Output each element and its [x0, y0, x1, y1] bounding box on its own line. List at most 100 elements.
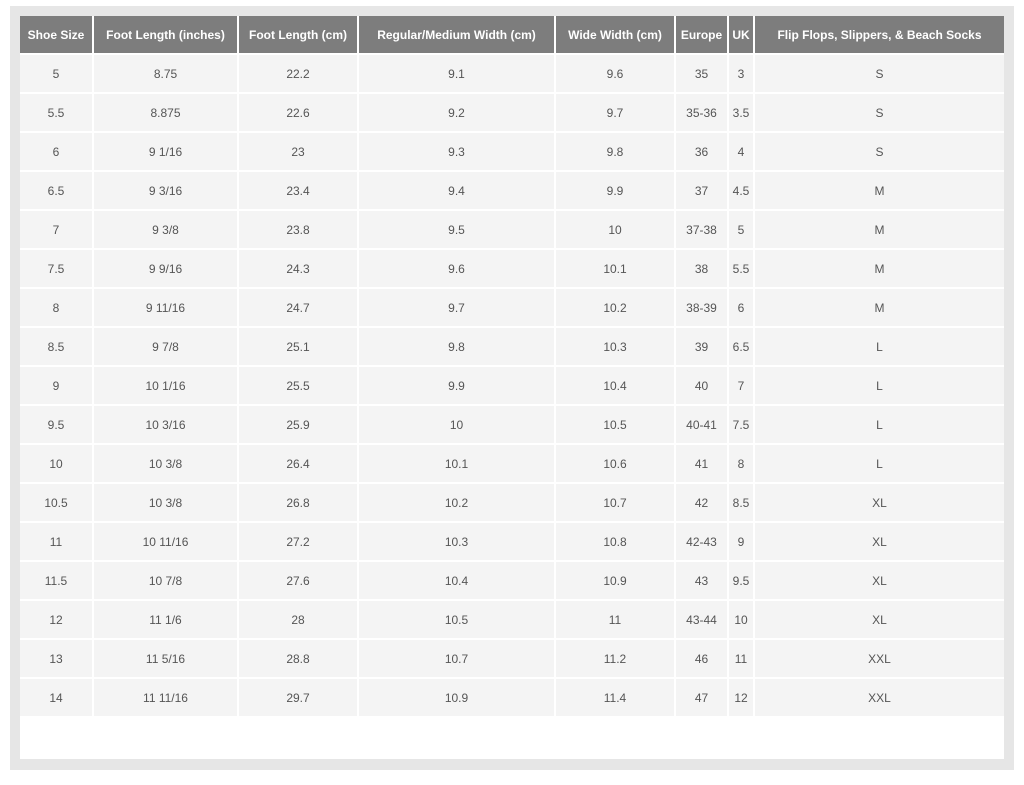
cell-flip-flops-size: XL: [755, 523, 1004, 560]
cell-europe: 41: [676, 445, 727, 482]
cell-regular-width-cm: 10.7: [359, 640, 554, 677]
cell-flip-flops-size: M: [755, 250, 1004, 287]
cell-flip-flops-size: S: [755, 133, 1004, 170]
cell-regular-width-cm: 10.5: [359, 601, 554, 638]
cell-foot-length-inches: 9 7/8: [94, 328, 237, 365]
cell-europe: 40-41: [676, 406, 727, 443]
cell-regular-width-cm: 10.4: [359, 562, 554, 599]
cell-uk: 7: [729, 367, 753, 404]
cell-flip-flops-size: S: [755, 94, 1004, 131]
cell-europe: 38: [676, 250, 727, 287]
cell-wide-width-cm: 10.6: [556, 445, 674, 482]
cell-foot-length-inches: 10 3/16: [94, 406, 237, 443]
cell-foot-length-inches: 9 9/16: [94, 250, 237, 287]
cell-foot-length-cm: 24.3: [239, 250, 357, 287]
column-header-flip-flops-size: Flip Flops, Slippers, & Beach Socks: [755, 16, 1004, 53]
cell-wide-width-cm: 9.8: [556, 133, 674, 170]
cell-flip-flops-size: S: [755, 55, 1004, 92]
cell-foot-length-cm: 25.9: [239, 406, 357, 443]
cell-europe: 37-38: [676, 211, 727, 248]
cell-wide-width-cm: 10.2: [556, 289, 674, 326]
cell-regular-width-cm: 9.5: [359, 211, 554, 248]
cell-europe: 35-36: [676, 94, 727, 131]
cell-europe: 43: [676, 562, 727, 599]
cell-foot-length-cm: 28: [239, 601, 357, 638]
cell-foot-length-cm: 22.6: [239, 94, 357, 131]
cell-foot-length-cm: 24.7: [239, 289, 357, 326]
cell-foot-length-inches: 10 11/16: [94, 523, 237, 560]
table-row: 11.5 10 7/8 27.6 10.4 10.9 43 9.5 XL: [20, 562, 1004, 599]
cell-uk: 4: [729, 133, 753, 170]
cell-wide-width-cm: 9.6: [556, 55, 674, 92]
cell-uk: 11: [729, 640, 753, 677]
cell-foot-length-inches: 9 3/8: [94, 211, 237, 248]
cell-shoe-size: 5: [20, 55, 92, 92]
cell-regular-width-cm: 9.4: [359, 172, 554, 209]
cell-foot-length-cm: 25.5: [239, 367, 357, 404]
cell-foot-length-inches: 10 1/16: [94, 367, 237, 404]
column-header-europe: Europe: [676, 16, 727, 53]
cell-uk: 9: [729, 523, 753, 560]
cell-shoe-size: 11.5: [20, 562, 92, 599]
cell-shoe-size: 12: [20, 601, 92, 638]
cell-flip-flops-size: XXL: [755, 640, 1004, 677]
cell-uk: 9.5: [729, 562, 753, 599]
cell-uk: 8.5: [729, 484, 753, 521]
table-row: 9 10 1/16 25.5 9.9 10.4 40 7 L: [20, 367, 1004, 404]
cell-uk: 10: [729, 601, 753, 638]
cell-foot-length-inches: 10 3/8: [94, 445, 237, 482]
cell-regular-width-cm: 9.8: [359, 328, 554, 365]
cell-foot-length-cm: 22.2: [239, 55, 357, 92]
cell-flip-flops-size: L: [755, 406, 1004, 443]
cell-flip-flops-size: M: [755, 172, 1004, 209]
cell-wide-width-cm: 10.8: [556, 523, 674, 560]
cell-wide-width-cm: 10.5: [556, 406, 674, 443]
cell-foot-length-inches: 10 3/8: [94, 484, 237, 521]
cell-wide-width-cm: 11.2: [556, 640, 674, 677]
cell-foot-length-inches: 9 1/16: [94, 133, 237, 170]
cell-europe: 46: [676, 640, 727, 677]
cell-europe: 42-43: [676, 523, 727, 560]
cell-uk: 3: [729, 55, 753, 92]
cell-regular-width-cm: 10: [359, 406, 554, 443]
cell-shoe-size: 5.5: [20, 94, 92, 131]
table-row: 13 11 5/16 28.8 10.7 11.2 46 11 XXL: [20, 640, 1004, 677]
cell-flip-flops-size: XL: [755, 601, 1004, 638]
cell-uk: 3.5: [729, 94, 753, 131]
cell-regular-width-cm: 9.3: [359, 133, 554, 170]
cell-shoe-size: 8.5: [20, 328, 92, 365]
cell-shoe-size: 6: [20, 133, 92, 170]
cell-uk: 5.5: [729, 250, 753, 287]
cell-foot-length-cm: 28.8: [239, 640, 357, 677]
cell-foot-length-cm: 26.4: [239, 445, 357, 482]
cell-shoe-size: 8: [20, 289, 92, 326]
cell-flip-flops-size: L: [755, 328, 1004, 365]
cell-foot-length-cm: 23.8: [239, 211, 357, 248]
table-row: 12 11 1/6 28 10.5 11 43-44 10 XL: [20, 601, 1004, 638]
cell-uk: 12: [729, 679, 753, 716]
column-header-shoe-size: Shoe Size: [20, 16, 92, 53]
cell-wide-width-cm: 10.9: [556, 562, 674, 599]
table-row: 11 10 11/16 27.2 10.3 10.8 42-43 9 XL: [20, 523, 1004, 560]
cell-uk: 6: [729, 289, 753, 326]
column-header-foot-length-inches: Foot Length (inches): [94, 16, 237, 53]
cell-foot-length-cm: 25.1: [239, 328, 357, 365]
cell-flip-flops-size: L: [755, 445, 1004, 482]
cell-foot-length-cm: 29.7: [239, 679, 357, 716]
cell-foot-length-cm: 23: [239, 133, 357, 170]
cell-europe: 36: [676, 133, 727, 170]
cell-uk: 5: [729, 211, 753, 248]
cell-europe: 47: [676, 679, 727, 716]
column-header-wide-width-cm: Wide Width (cm): [556, 16, 674, 53]
cell-foot-length-inches: 10 7/8: [94, 562, 237, 599]
cell-shoe-size: 6.5: [20, 172, 92, 209]
table-row: 5.5 8.875 22.6 9.2 9.7 35-36 3.5 S: [20, 94, 1004, 131]
cell-regular-width-cm: 10.1: [359, 445, 554, 482]
cell-regular-width-cm: 9.7: [359, 289, 554, 326]
cell-wide-width-cm: 10.3: [556, 328, 674, 365]
cell-shoe-size: 9: [20, 367, 92, 404]
cell-foot-length-inches: 11 11/16: [94, 679, 237, 716]
